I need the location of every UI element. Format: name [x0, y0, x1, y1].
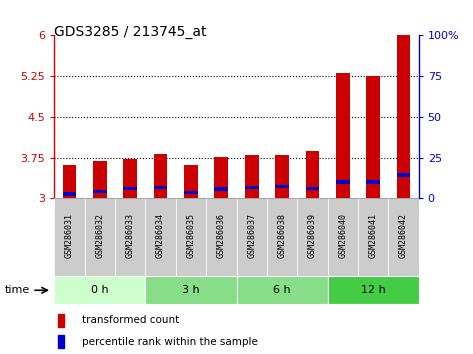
Bar [214, 157, 228, 198]
Text: 0 h: 0 h [91, 285, 109, 295]
Bar [123, 187, 137, 190]
FancyBboxPatch shape [297, 198, 327, 276]
Bar [58, 314, 64, 327]
Bar [396, 173, 410, 177]
Bar [123, 159, 137, 198]
Bar [336, 180, 350, 184]
Text: transformed count: transformed count [82, 315, 179, 325]
Bar [275, 155, 289, 198]
Text: percentile rank within the sample: percentile rank within the sample [82, 337, 258, 347]
Text: GSM286033: GSM286033 [126, 213, 135, 258]
FancyBboxPatch shape [176, 198, 206, 276]
Bar [93, 161, 107, 198]
Text: GSM286040: GSM286040 [338, 213, 347, 258]
Text: 3 h: 3 h [182, 285, 200, 295]
Text: GSM286041: GSM286041 [368, 213, 377, 258]
Bar [145, 276, 236, 304]
Text: GSM286038: GSM286038 [278, 213, 287, 258]
Bar [306, 151, 319, 198]
Bar [93, 190, 107, 193]
Bar [154, 154, 167, 198]
FancyBboxPatch shape [206, 198, 236, 276]
Bar [58, 335, 64, 348]
Text: GSM286032: GSM286032 [96, 213, 105, 258]
FancyBboxPatch shape [236, 198, 267, 276]
Text: GSM286042: GSM286042 [399, 213, 408, 258]
Text: GSM286035: GSM286035 [186, 213, 195, 258]
FancyBboxPatch shape [85, 198, 115, 276]
Text: 12 h: 12 h [361, 285, 385, 295]
FancyBboxPatch shape [115, 198, 145, 276]
Text: GSM286034: GSM286034 [156, 213, 165, 258]
Bar [245, 186, 259, 189]
Bar [236, 276, 327, 304]
Bar [184, 165, 198, 198]
FancyBboxPatch shape [54, 198, 85, 276]
Bar [63, 192, 77, 195]
Bar [54, 276, 146, 304]
Text: GSM286039: GSM286039 [308, 213, 317, 258]
Bar [306, 187, 319, 190]
Bar [63, 165, 77, 198]
Bar [366, 180, 380, 184]
Bar [184, 191, 198, 194]
Text: time: time [5, 285, 30, 295]
Bar [275, 185, 289, 188]
Text: GSM286037: GSM286037 [247, 213, 256, 258]
Bar [245, 155, 259, 198]
Bar [396, 35, 410, 198]
Bar [214, 187, 228, 191]
Text: GSM286036: GSM286036 [217, 213, 226, 258]
Bar [154, 186, 167, 189]
FancyBboxPatch shape [145, 198, 176, 276]
Text: GDS3285 / 213745_at: GDS3285 / 213745_at [54, 25, 207, 39]
Bar [366, 76, 380, 198]
FancyBboxPatch shape [327, 198, 358, 276]
FancyBboxPatch shape [388, 198, 419, 276]
Text: GSM286031: GSM286031 [65, 213, 74, 258]
Bar [336, 73, 350, 198]
Bar [327, 276, 419, 304]
FancyBboxPatch shape [267, 198, 297, 276]
Text: 6 h: 6 h [273, 285, 291, 295]
FancyBboxPatch shape [358, 198, 388, 276]
